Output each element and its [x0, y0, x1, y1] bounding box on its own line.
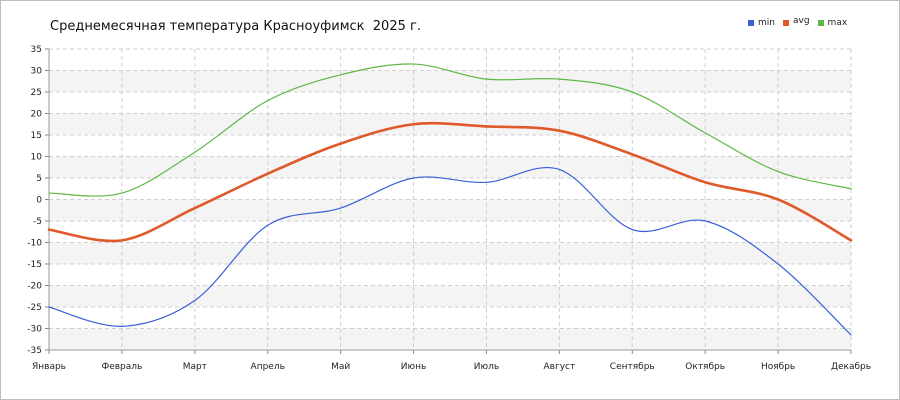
y-tick-label: -5	[33, 217, 42, 227]
x-tick-label: Май	[331, 362, 350, 372]
y-tick-label: 30	[31, 67, 43, 77]
x-tick-label: Январь	[32, 362, 66, 372]
y-tick-label: 10	[31, 153, 43, 163]
y-tick-label: 5	[36, 174, 42, 184]
y-tick-label: 15	[31, 131, 42, 141]
x-tick-label: Август	[544, 362, 576, 372]
legend-swatch	[748, 20, 754, 26]
series-line-min	[48, 167, 852, 336]
legend-label: min	[758, 18, 775, 28]
legend-label: avg	[792, 16, 810, 26]
y-tick-label: 0	[36, 196, 42, 206]
y-tick-label: 20	[31, 110, 43, 120]
legend-item-min: min	[748, 18, 775, 28]
legend-label: max	[827, 18, 848, 28]
series-line-avg	[47, 121, 853, 243]
y-tick-label: -30	[27, 325, 42, 335]
x-tick-label: Октябрь	[685, 362, 725, 372]
grid-band	[49, 156, 851, 178]
grid-band	[49, 242, 851, 264]
y-tick-label: -15	[27, 260, 42, 270]
grid-band	[49, 199, 851, 221]
x-tick-label: Июль	[474, 362, 499, 372]
legend-item-max: max	[817, 18, 848, 28]
legend-swatch	[782, 20, 789, 26]
x-tick-label: Декабрь	[831, 362, 871, 372]
y-tick-label: -25	[27, 303, 42, 313]
grid-band	[49, 285, 851, 307]
legend-item-avg: avg	[782, 16, 810, 28]
y-tick-label: -35	[27, 346, 42, 356]
y-tick-label: 25	[31, 88, 42, 98]
x-tick-label: Февраль	[101, 362, 142, 372]
x-tick-label: Март	[183, 362, 207, 372]
x-tick-label: Сентябрь	[610, 362, 655, 372]
grid-band	[49, 328, 851, 350]
x-tick-label: Июнь	[401, 362, 427, 372]
x-tick-label: Ноябрь	[761, 362, 795, 372]
chart-title: Среднемесячная температура Красноуфимск …	[50, 19, 421, 34]
y-tick-label: -20	[27, 282, 42, 292]
legend-swatch	[817, 20, 824, 26]
chart-legend: min avg max	[748, 16, 855, 30]
series-line-max	[48, 63, 852, 197]
y-tick-label: 35	[31, 45, 42, 55]
x-tick-label: Апрель	[251, 362, 285, 372]
y-tick-label: -10	[27, 239, 42, 249]
grid-band	[49, 70, 851, 92]
